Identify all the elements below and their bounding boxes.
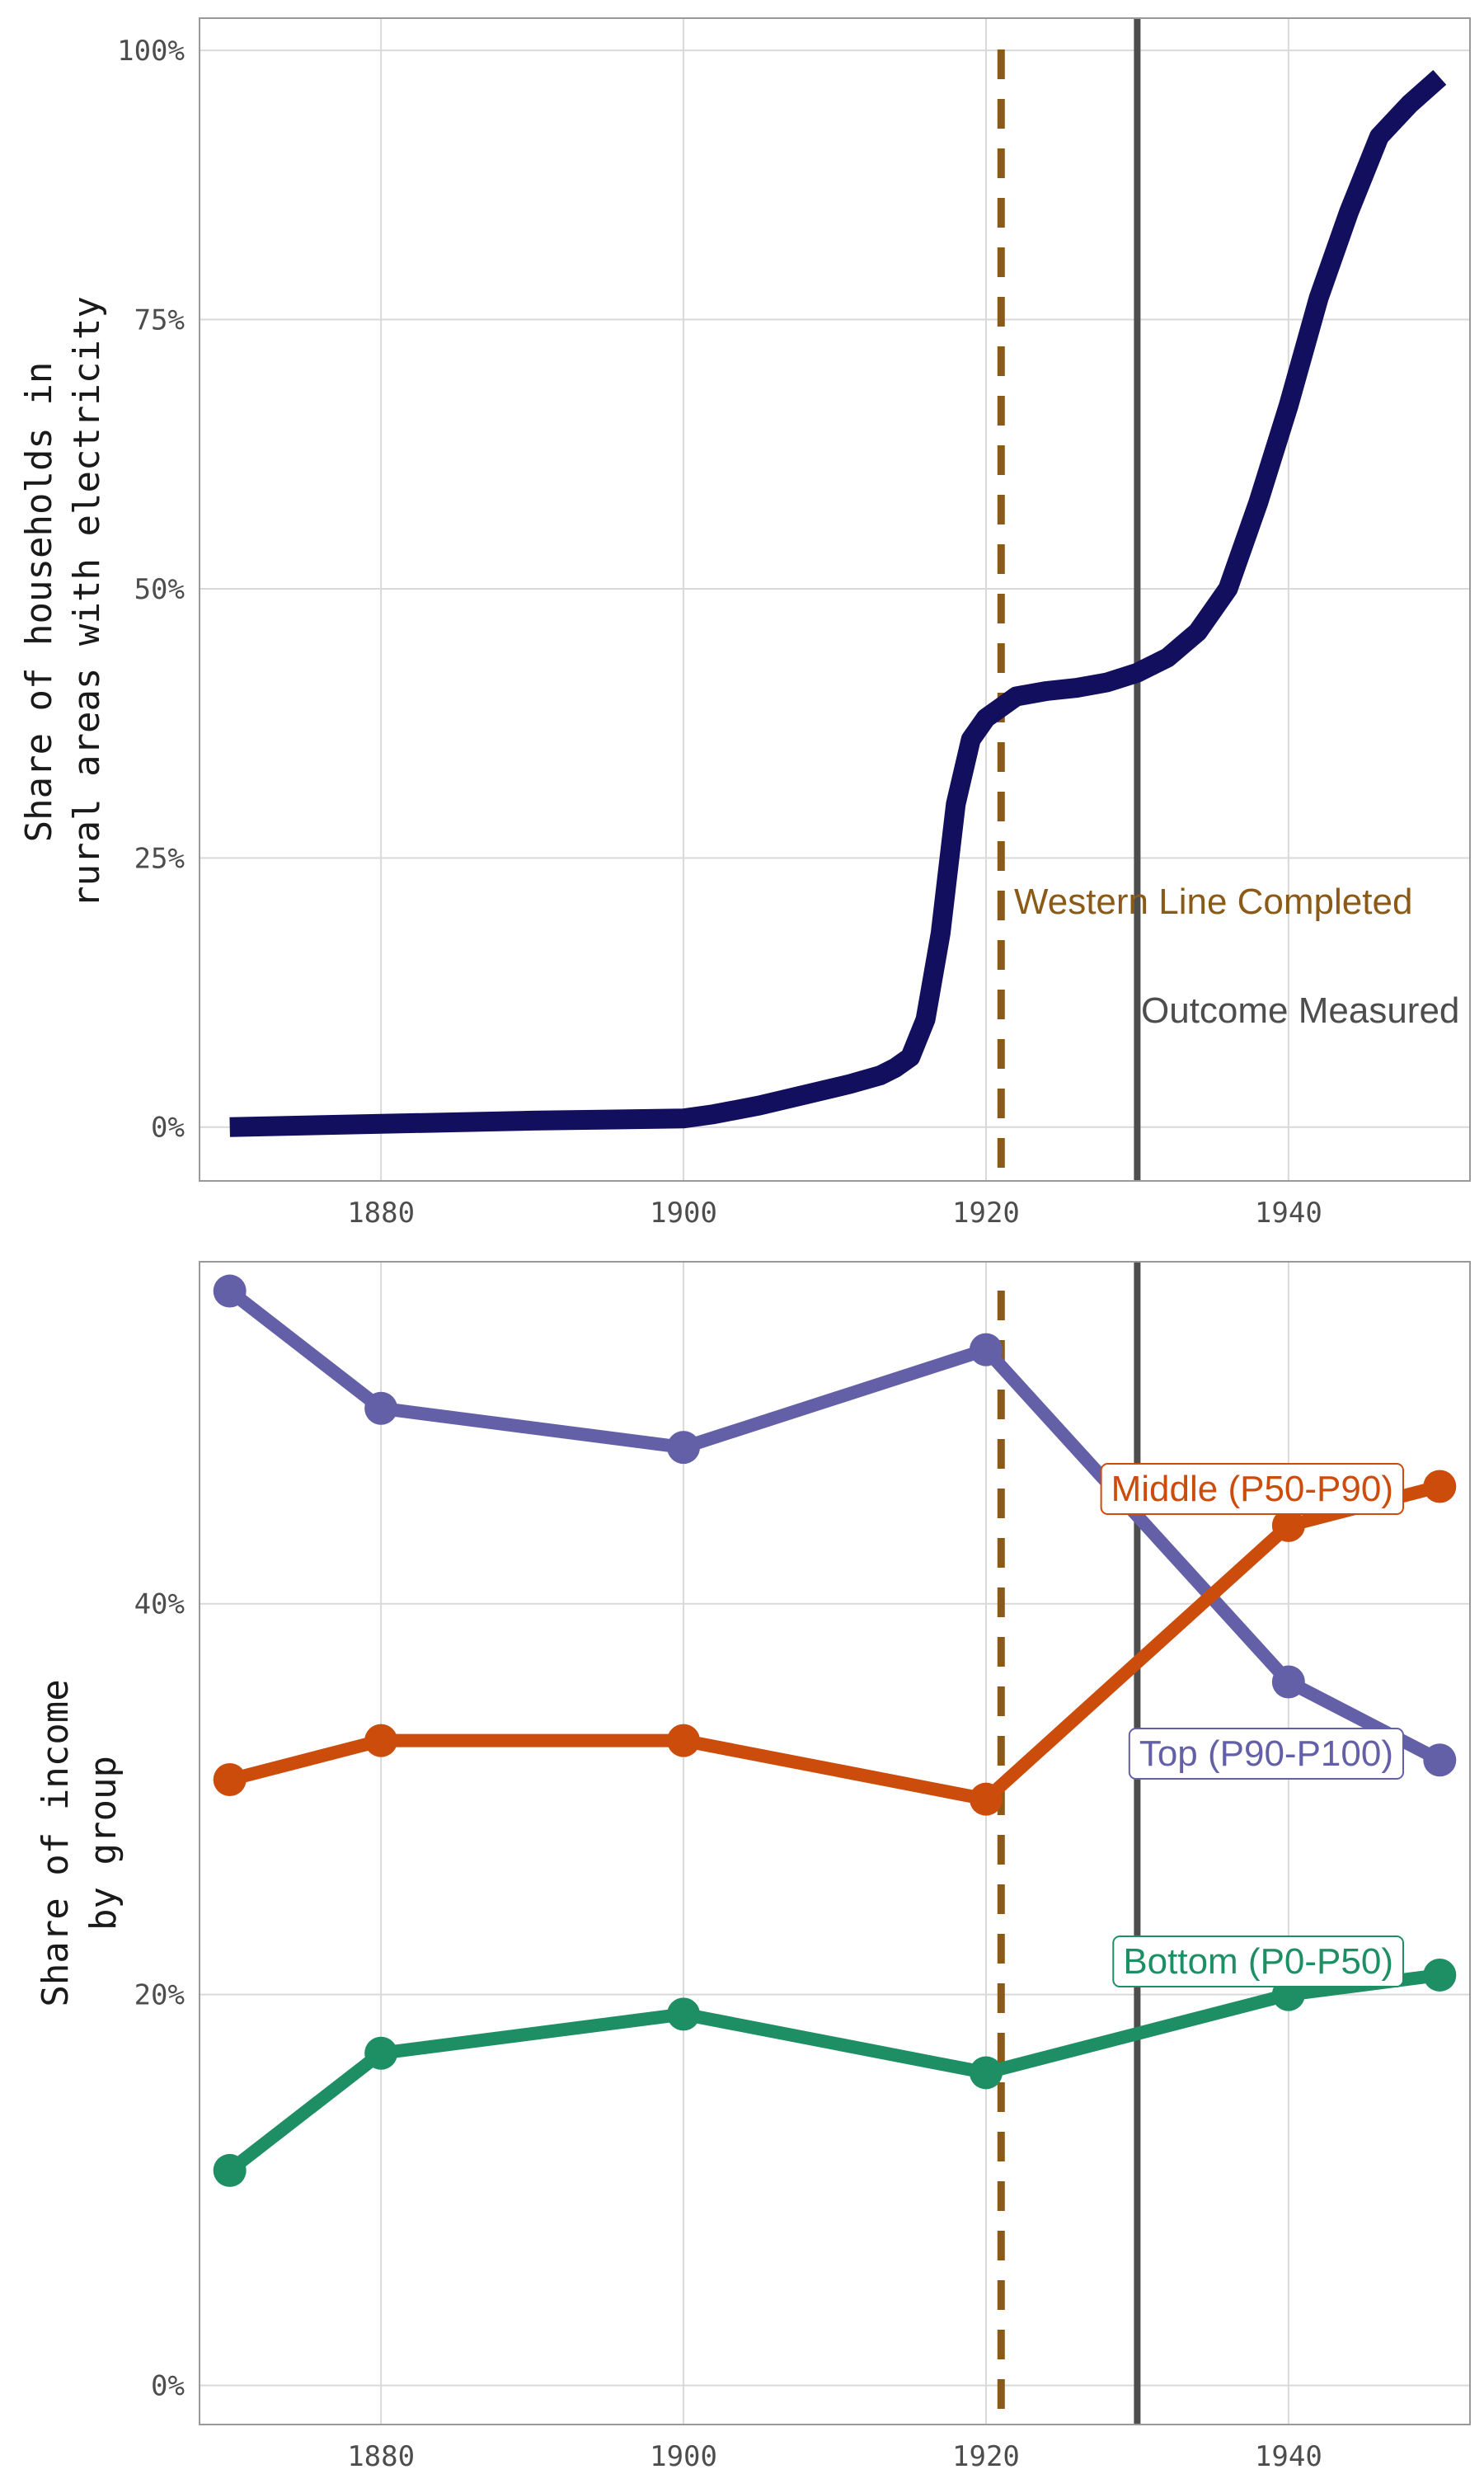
- data-point: [213, 1762, 247, 1796]
- series-label: Top (P90-P100): [1128, 1728, 1404, 1780]
- y-tick-label: 0%: [151, 2370, 185, 2403]
- data-point: [1423, 1958, 1457, 1992]
- panel-2: 0% 20% 40% 1880 1900 1920 1940 Share of income b…: [35, 1261, 1471, 2473]
- outcome-measured-label: Outcome Measured: [1141, 990, 1459, 1031]
- series-label: Middle (P50-P90): [1100, 1463, 1404, 1515]
- y-axis-label: Share of income: [35, 1679, 77, 2006]
- series-line: [229, 69, 1447, 1137]
- x-tick-label: 1940: [1255, 1197, 1322, 1230]
- x-tick-label: 1900: [650, 1197, 717, 1230]
- y-tick-label: 100%: [117, 35, 185, 68]
- data-point: [667, 1431, 701, 1465]
- western-line-completed-label: Western Line Completed: [1014, 882, 1412, 922]
- series-label: Bottom (P0-P50): [1112, 1935, 1404, 1987]
- data-point: [1423, 1470, 1457, 1503]
- data-point: [969, 1782, 1003, 1816]
- data-point: [364, 2036, 398, 2070]
- series-line: [228, 1479, 1442, 1806]
- data-point: [667, 1724, 701, 1757]
- x-tick-label: 1900: [650, 2440, 717, 2473]
- panel-border: [199, 1261, 1471, 2425]
- y-axis-label: by group: [82, 1756, 124, 1931]
- y-tick-label: 50%: [134, 573, 185, 606]
- data-point: [1423, 1743, 1457, 1777]
- series-label-text: Top (P90-P100): [1139, 1733, 1393, 1774]
- series-label-box: [1100, 1463, 1404, 1515]
- panel-border: [199, 17, 1471, 1182]
- x-tick-label: 1940: [1255, 2440, 1322, 2473]
- data-point: [667, 1997, 701, 2031]
- panel-1: 0% 25% 50% 75% 100% 1880 1900 1920 1940 Share of …: [18, 17, 1471, 1230]
- series-label-text: Middle (P50-P90): [1111, 1469, 1393, 1509]
- y-tick-label: 25%: [134, 842, 185, 875]
- x-tick-label: 1880: [347, 2440, 415, 2473]
- y-tick-label: 40%: [134, 1588, 185, 1621]
- series-line: [225, 1968, 1441, 2176]
- x-tick-label: 1920: [952, 1197, 1020, 1230]
- data-point: [364, 1724, 398, 1757]
- data-point: [364, 1391, 398, 1425]
- x-tick-label: 1920: [952, 2440, 1020, 2473]
- data-point: [969, 1333, 1003, 1366]
- y-tick-label: 0%: [151, 1112, 185, 1145]
- y-axis-label: Share of households in: [18, 362, 60, 843]
- series-line: [225, 1286, 1443, 1766]
- data-point: [213, 2153, 247, 2187]
- data-point: [1271, 1508, 1305, 1542]
- x-tick-label: 1880: [347, 1197, 415, 1230]
- series-label-text: Bottom (P0-P50): [1123, 1941, 1393, 1982]
- series-label-box: [1128, 1728, 1404, 1780]
- data-point: [1271, 1665, 1305, 1699]
- y-tick-label: 20%: [134, 1979, 185, 2012]
- data-point: [969, 2056, 1003, 2090]
- series-label-box: [1112, 1935, 1404, 1987]
- data-point: [213, 1274, 247, 1308]
- y-axis-label: rural areas with electricity: [66, 296, 108, 908]
- y-tick-label: 75%: [134, 304, 185, 337]
